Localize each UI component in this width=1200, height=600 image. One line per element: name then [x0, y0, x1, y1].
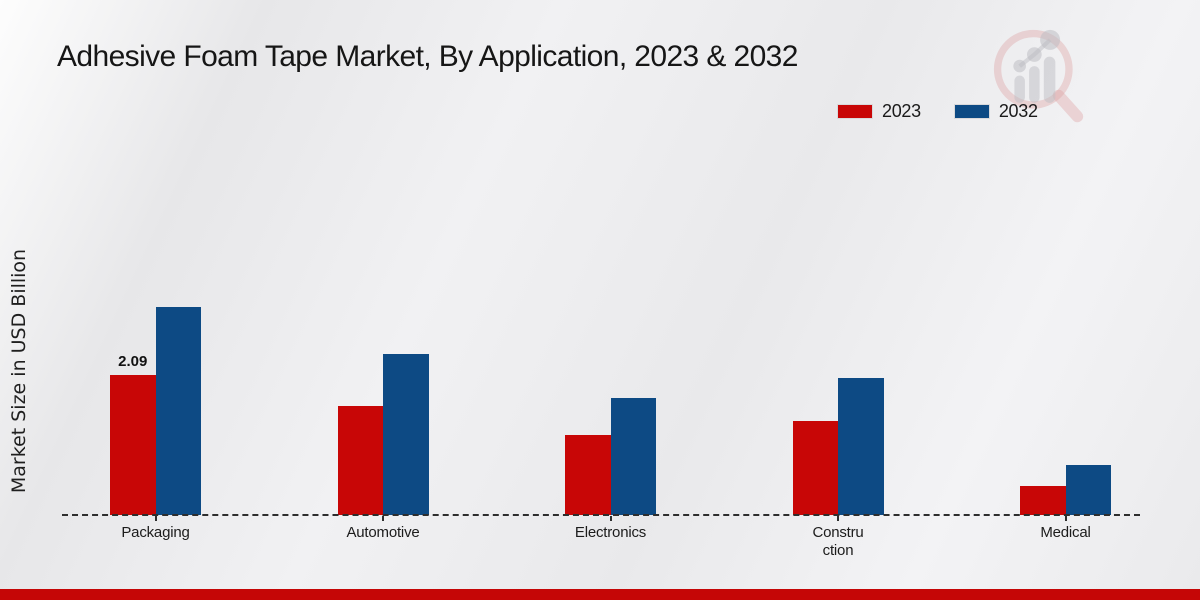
footer-accent-bar: [0, 589, 1200, 600]
legend-item-2023: 2023: [838, 101, 921, 122]
legend-label-2023: 2023: [882, 101, 921, 121]
legend-item-2032: 2032: [954, 101, 1038, 122]
x-axis-tick-packaging: [154, 516, 157, 521]
x-axis-tick-automotive: [382, 516, 384, 521]
chart-title: Adhesive Foam Tape Market, By Applicatio…: [57, 40, 798, 73]
category-label-electronics: Electronics: [574, 524, 647, 541]
bar-2023-electronics: [565, 435, 611, 515]
legend-swatch-2023: [838, 105, 872, 118]
data-label-2023-packaging: 2.09: [118, 352, 148, 370]
bar-2032-construction: [838, 377, 884, 515]
x-axis-tick-medical: [1064, 516, 1067, 521]
bar-2023-medical: [1020, 485, 1066, 515]
category-label-automotive: Automotive: [346, 524, 420, 541]
bar-2023-packaging: [110, 374, 156, 515]
x-axis-tick-electronics: [609, 516, 612, 521]
legend-label-2032: 2032: [998, 101, 1038, 121]
bar-2023-automotive: [337, 405, 383, 515]
bar-2032-medical: [1065, 465, 1111, 515]
category-label-packaging: Packaging: [121, 524, 190, 541]
bar-2032-electronics: [610, 397, 656, 515]
category-label-construction: Constru ction: [812, 524, 864, 559]
bar-2032-packaging: [155, 307, 201, 515]
bar-2032-automotive: [383, 353, 429, 515]
category-label-medical: Medical: [1040, 524, 1091, 541]
x-axis-baseline: [62, 514, 1140, 516]
x-axis-tick-construction: [837, 516, 839, 521]
market-research-future-logo: [993, 29, 1084, 123]
bar-2023-construction: [792, 420, 838, 515]
legend-swatch-2032: [954, 105, 989, 118]
legend: 2023 2032: [838, 101, 1038, 122]
